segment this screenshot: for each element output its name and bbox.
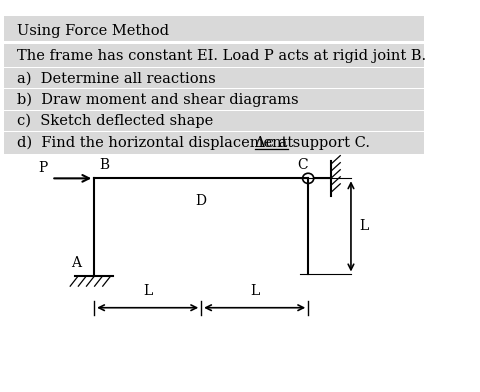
FancyBboxPatch shape	[4, 44, 424, 67]
Text: D: D	[196, 194, 207, 208]
FancyBboxPatch shape	[4, 16, 424, 41]
Text: P: P	[38, 161, 48, 175]
Text: b)  Draw moment and shear diagrams: b) Draw moment and shear diagrams	[17, 93, 299, 107]
Text: C: C	[298, 158, 308, 172]
Text: L: L	[360, 220, 369, 233]
Text: L: L	[250, 284, 259, 298]
Text: The frame has constant EI. Load P acts at rigid joint B.: The frame has constant EI. Load P acts a…	[17, 49, 426, 63]
Text: Using Force Method: Using Force Method	[17, 24, 169, 38]
Text: support C.: support C.	[288, 136, 370, 150]
FancyBboxPatch shape	[4, 68, 424, 88]
Text: c)  Sketch deflected shape: c) Sketch deflected shape	[17, 114, 214, 128]
Text: L: L	[143, 284, 152, 298]
FancyBboxPatch shape	[4, 111, 424, 131]
Text: d)  Find the horizontal displacement: d) Find the horizontal displacement	[17, 136, 292, 150]
Text: A: A	[72, 256, 81, 270]
Text: a)  Determine all reactions: a) Determine all reactions	[17, 71, 216, 85]
FancyBboxPatch shape	[4, 132, 424, 154]
Text: B: B	[99, 158, 109, 172]
Text: Δc at: Δc at	[255, 136, 293, 150]
FancyBboxPatch shape	[4, 89, 424, 110]
